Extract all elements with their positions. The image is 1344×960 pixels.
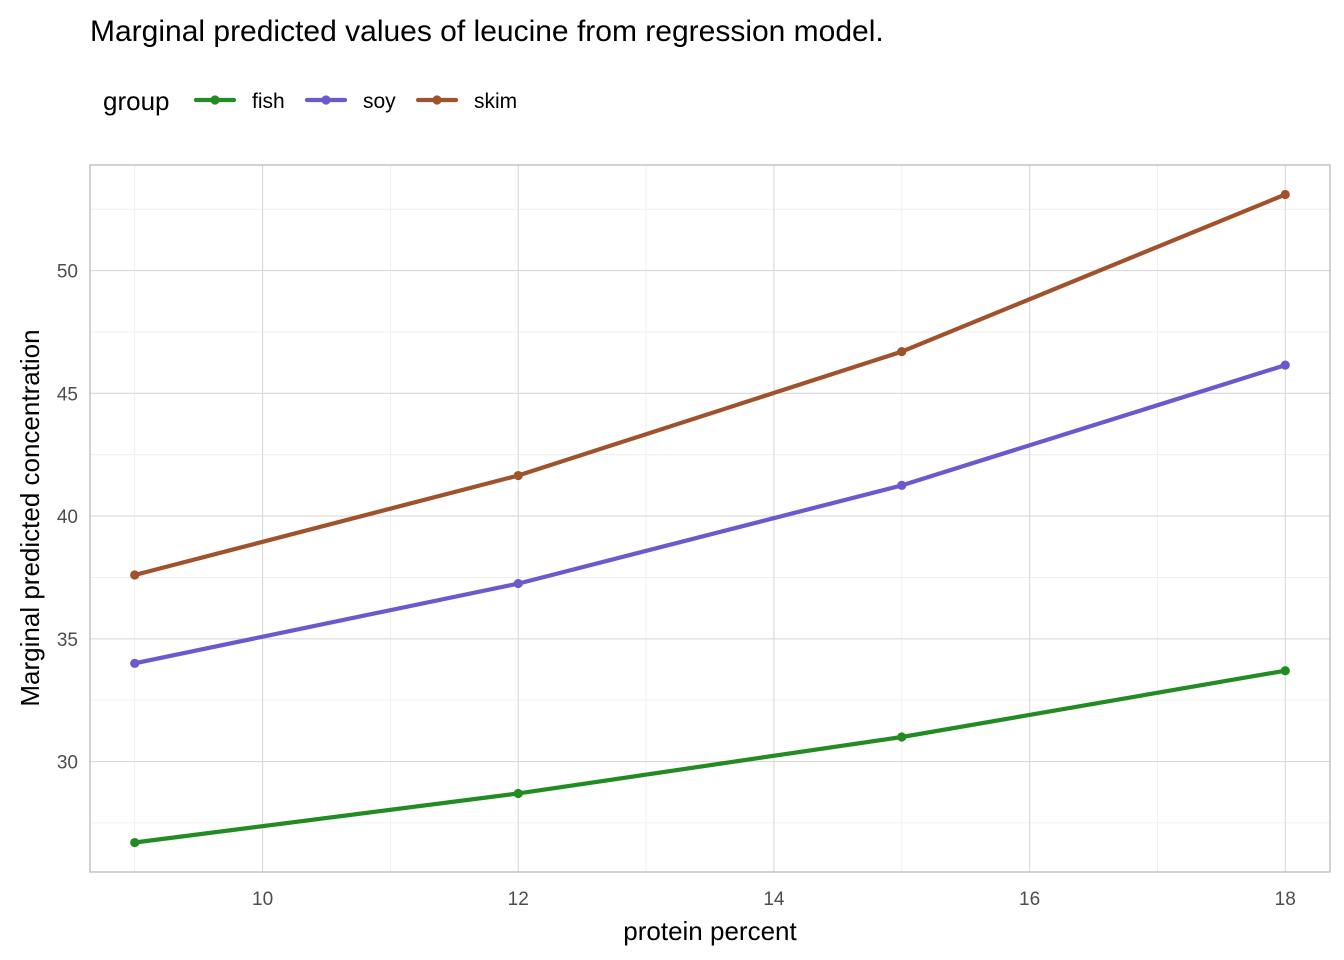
series-points (130, 189, 1290, 848)
data-point-fish (513, 788, 523, 799)
data-point-skim (513, 470, 523, 481)
data-point-fish (130, 837, 140, 848)
y-tick-label: 45 (57, 384, 78, 405)
y-axis-ticks: 30 35 40 45 50 (57, 262, 78, 774)
legend-key-point-skim (432, 95, 442, 105)
series-line-fish (132, 668, 1288, 845)
legend-title: group (103, 86, 170, 116)
legend-label-skim: skim (474, 90, 517, 113)
x-tick-label: 10 (252, 889, 273, 910)
legend-key-point-fish (210, 95, 220, 105)
data-point-soy (130, 658, 140, 668)
data-point-skim (130, 570, 140, 580)
data-point-fish (1280, 666, 1290, 676)
x-tick-label: 12 (508, 889, 529, 910)
x-tick-label: 16 (1019, 889, 1040, 910)
legend-key-point-soy (321, 95, 331, 105)
y-tick-label: 40 (57, 507, 78, 528)
data-point-skim (897, 346, 907, 357)
x-tick-label: 18 (1275, 889, 1296, 910)
data-point-fish (897, 732, 907, 742)
chart-title: Marginal predicted values of leucine fro… (90, 15, 884, 48)
data-point-soy (897, 480, 907, 490)
legend-label-soy: soy (363, 90, 396, 113)
series-line-soy (132, 363, 1288, 666)
x-tick-label: 14 (763, 889, 785, 910)
y-axis-label: Marginal predicted concentration (15, 329, 45, 706)
x-axis-label: protein percent (623, 916, 797, 946)
y-tick-label: 30 (57, 753, 78, 774)
series-lines (132, 192, 1288, 845)
y-tick-label: 50 (57, 262, 78, 283)
y-tick-label: 35 (57, 630, 78, 651)
legend: group fish soy skim (103, 86, 517, 116)
x-axis-ticks: 10 12 14 16 18 (252, 889, 1296, 910)
plot-panel-border (89, 164, 1331, 873)
data-point-skim (1280, 189, 1290, 200)
legend-label-fish: fish (252, 90, 285, 113)
data-point-soy (1280, 360, 1290, 370)
data-point-soy (513, 578, 523, 589)
series-line-skim (132, 192, 1288, 578)
